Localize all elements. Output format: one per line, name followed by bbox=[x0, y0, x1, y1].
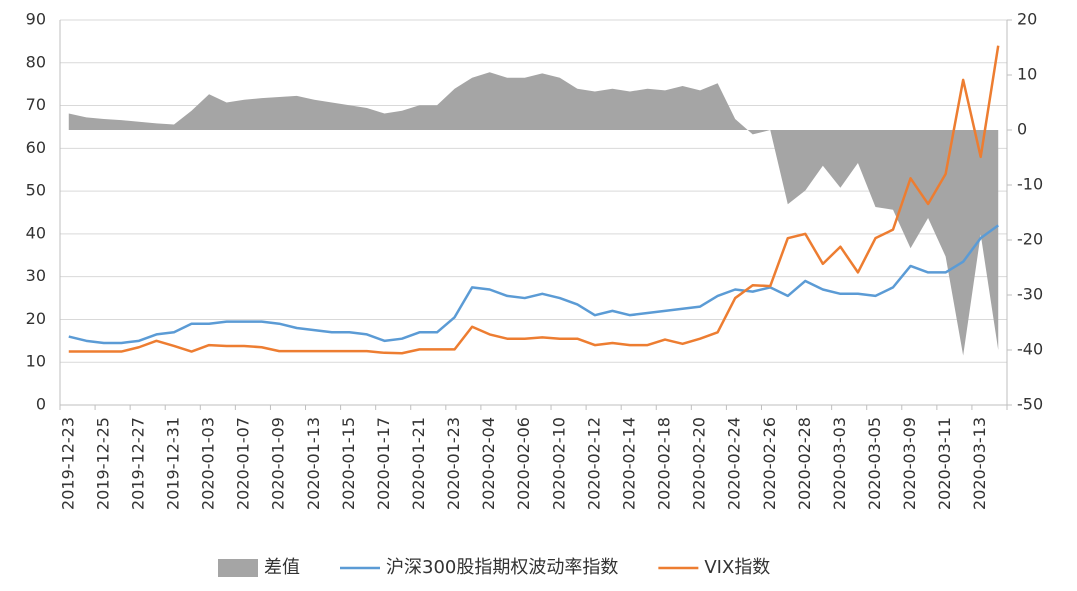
y2-tick-label: -20 bbox=[1017, 230, 1043, 249]
y2-tick-label: -50 bbox=[1017, 395, 1043, 414]
x-tick-label: 2019-12-23 bbox=[58, 417, 77, 510]
y2-tick-label: 10 bbox=[1017, 65, 1037, 84]
y-tick-label: 10 bbox=[26, 352, 46, 371]
x-tick-label: 2020-03-13 bbox=[970, 417, 989, 510]
x-tick-label: 2020-03-11 bbox=[935, 417, 954, 510]
x-tick-label: 2020-01-23 bbox=[444, 417, 463, 510]
x-tick-label: 2019-12-31 bbox=[163, 417, 182, 510]
x-tick-label: 2019-12-25 bbox=[93, 417, 112, 510]
legend-label: VIX指数 bbox=[704, 557, 770, 578]
x-tick-label: 2020-01-09 bbox=[269, 417, 288, 510]
legend-swatch bbox=[218, 559, 258, 577]
y2-tick-label: -30 bbox=[1017, 285, 1043, 304]
y-tick-label: 80 bbox=[26, 52, 46, 71]
y-tick-label: 0 bbox=[36, 395, 46, 414]
x-tick-label: 2020-02-12 bbox=[584, 417, 603, 510]
line bbox=[68, 45, 1000, 355]
y-tick-label: 70 bbox=[26, 95, 46, 114]
y-tick-label: 30 bbox=[26, 266, 46, 285]
y-tick-label: 60 bbox=[26, 138, 46, 157]
y-tick-label: 40 bbox=[26, 223, 46, 242]
x-tick-label: 2020-02-24 bbox=[725, 417, 744, 510]
x-tick-label: 2020-02-14 bbox=[619, 417, 638, 510]
x-tick-label: 2020-01-13 bbox=[304, 417, 323, 510]
y-tick-label: 90 bbox=[26, 10, 46, 29]
x-tick-label: 2020-02-26 bbox=[760, 417, 779, 510]
y2-tick-label: 20 bbox=[1017, 10, 1037, 29]
line bbox=[68, 224, 999, 345]
x-tick-label: 2020-01-21 bbox=[409, 417, 428, 510]
x-tick-label: 2020-02-04 bbox=[479, 417, 498, 510]
x-tick-label: 2020-01-17 bbox=[374, 417, 393, 510]
y-tick-label: 50 bbox=[26, 181, 46, 200]
area bbox=[68, 72, 999, 356]
x-tick-label: 2020-01-07 bbox=[234, 417, 253, 510]
x-tick-label: 2020-02-06 bbox=[514, 417, 533, 510]
x-tick-label: 2019-12-27 bbox=[128, 417, 147, 510]
x-tick-label: 2020-03-05 bbox=[865, 417, 884, 510]
y-tick-label: 20 bbox=[26, 309, 46, 328]
x-tick-label: 2020-01-15 bbox=[339, 417, 358, 510]
x-tick-label: 2020-03-03 bbox=[830, 417, 849, 510]
x-tick-label: 2020-02-20 bbox=[690, 417, 709, 510]
legend-label: 差值 bbox=[264, 557, 300, 578]
x-tick-label: 2020-01-03 bbox=[199, 417, 218, 510]
legend-label: 沪深300股指期权波动率指数 bbox=[386, 557, 618, 578]
x-tick-label: 2020-02-28 bbox=[795, 417, 814, 510]
y2-tick-label: -10 bbox=[1017, 175, 1043, 194]
x-tick-label: 2020-02-10 bbox=[549, 417, 568, 510]
x-tick-label: 2020-02-18 bbox=[655, 417, 674, 510]
y2-tick-label: 0 bbox=[1017, 120, 1027, 139]
x-tick-label: 2020-03-09 bbox=[900, 417, 919, 510]
y2-tick-label: -40 bbox=[1017, 340, 1043, 359]
